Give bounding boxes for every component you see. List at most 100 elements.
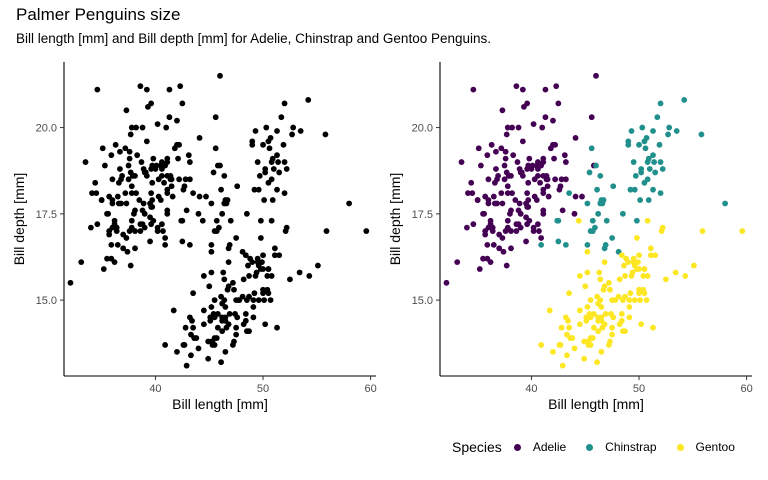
data-point	[257, 217, 264, 224]
data-point	[251, 290, 258, 297]
data-point	[125, 176, 132, 183]
data-point-adelie	[504, 217, 511, 224]
y-tick-label: 17.5	[36, 209, 57, 221]
data-point	[143, 172, 150, 179]
data-point-adelie	[502, 228, 509, 234]
data-point-adelie	[540, 210, 547, 217]
data-point-chinstrap	[584, 241, 591, 248]
data-point	[274, 186, 280, 193]
data-point-adelie	[470, 221, 477, 228]
data-point	[101, 162, 108, 169]
data-point-chinstrap	[555, 238, 562, 245]
data-point-adelie	[494, 200, 500, 207]
data-point	[152, 166, 159, 172]
data-point-adelie	[514, 159, 521, 165]
data-point	[252, 128, 259, 134]
data-point	[150, 217, 157, 224]
data-point-adelie	[517, 224, 524, 231]
data-point	[176, 176, 183, 183]
data-point	[208, 304, 215, 310]
data-point-gentoo	[635, 259, 641, 266]
data-point-adelie	[552, 176, 559, 183]
data-point	[78, 259, 85, 266]
data-point-adelie	[530, 121, 537, 128]
data-point-adelie	[504, 183, 511, 190]
data-point-adelie	[515, 207, 522, 214]
data-point	[180, 186, 187, 193]
data-point-gentoo	[619, 297, 626, 303]
data-point	[206, 283, 213, 290]
data-point	[281, 190, 288, 197]
data-point	[188, 352, 194, 359]
data-point-adelie	[490, 241, 497, 248]
data-point	[181, 342, 188, 348]
data-point	[239, 293, 246, 300]
x-axis-title: Bill length [mm]	[548, 396, 644, 412]
data-point-chinstrap	[627, 186, 634, 193]
data-point-chinstrap	[681, 97, 688, 103]
data-point-adelie	[499, 107, 506, 114]
data-point-chinstrap	[628, 128, 635, 134]
data-point-chinstrap	[666, 124, 673, 131]
data-point-gentoo	[640, 273, 647, 279]
data-point-gentoo	[602, 310, 609, 317]
data-point-gentoo	[647, 252, 654, 259]
data-point	[196, 135, 203, 141]
data-point-chinstrap	[625, 138, 632, 145]
data-point-gentoo	[595, 328, 602, 335]
data-point-gentoo	[590, 324, 597, 331]
data-point	[263, 124, 270, 131]
data-point	[149, 197, 156, 203]
data-point-chinstrap	[584, 200, 591, 207]
data-point	[242, 317, 249, 324]
chart-title: Palmer Penguins size	[16, 5, 181, 24]
data-point-gentoo	[619, 328, 626, 335]
data-point-gentoo	[584, 304, 591, 310]
data-point-adelie	[515, 124, 522, 131]
data-point-adelie	[552, 141, 559, 148]
data-point-gentoo	[597, 297, 604, 303]
data-point-gentoo	[618, 252, 625, 259]
data-point	[247, 255, 254, 262]
y-tick-label: 20.0	[36, 123, 57, 135]
data-point	[222, 348, 229, 355]
data-point	[221, 172, 228, 179]
data-point	[250, 297, 257, 303]
x-tick-label: 50	[257, 383, 269, 395]
data-point-adelie	[482, 193, 489, 200]
data-point-gentoo	[633, 235, 640, 241]
data-point	[186, 176, 193, 183]
data-point-gentoo	[609, 331, 616, 338]
data-point	[190, 290, 197, 297]
data-point	[266, 145, 273, 152]
data-point-gentoo	[598, 348, 605, 355]
data-point	[139, 207, 146, 214]
data-point-gentoo	[606, 279, 612, 286]
data-point	[162, 241, 169, 248]
data-point-adelie	[493, 148, 499, 155]
data-point	[143, 86, 150, 93]
data-point-gentoo	[569, 335, 576, 341]
legend-key-adelie	[513, 443, 521, 451]
data-point-chinstrap	[656, 141, 663, 148]
data-point	[222, 304, 229, 310]
data-point-gentoo	[558, 324, 565, 331]
data-point	[118, 200, 124, 207]
data-point	[212, 145, 219, 152]
data-point	[125, 162, 132, 169]
data-point-chinstrap	[555, 217, 562, 224]
data-point	[242, 252, 249, 259]
data-point-adelie	[547, 145, 554, 152]
data-point	[132, 245, 138, 252]
data-point-adelie	[542, 114, 549, 121]
data-point	[162, 342, 169, 348]
data-point	[251, 186, 258, 193]
data-point	[218, 186, 224, 193]
data-point-adelie	[488, 141, 495, 148]
data-point-adelie	[519, 172, 526, 179]
data-point-gentoo	[601, 283, 608, 290]
data-point	[257, 235, 264, 241]
data-point-adelie	[508, 228, 514, 234]
data-point	[126, 155, 133, 162]
data-point	[89, 190, 95, 197]
